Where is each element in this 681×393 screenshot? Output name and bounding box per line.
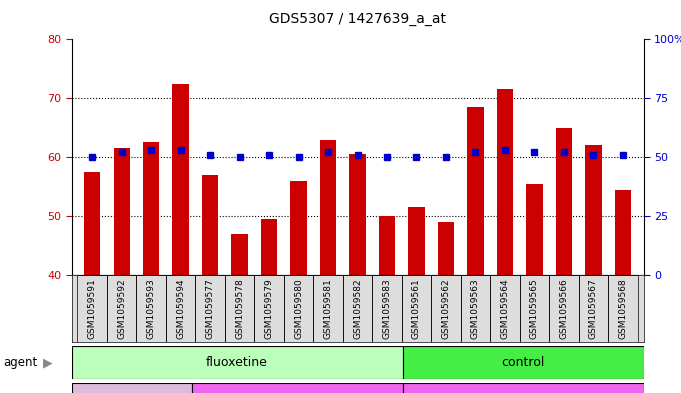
Text: GSM1059567: GSM1059567 (589, 278, 598, 339)
Text: GSM1059583: GSM1059583 (383, 278, 392, 339)
Bar (579, 275, 608, 342)
Bar (284, 275, 313, 342)
Bar (343, 275, 373, 342)
Bar (136, 275, 166, 342)
Bar (373, 275, 402, 342)
Text: fluoxetine: fluoxetine (206, 356, 268, 369)
Text: GSM1059565: GSM1059565 (530, 278, 539, 339)
Bar (225, 275, 254, 342)
Bar (585, 145, 601, 275)
Text: GSM1059592: GSM1059592 (117, 278, 126, 339)
Bar (497, 89, 513, 275)
Bar (84, 172, 100, 275)
Bar (402, 346, 644, 379)
Bar (114, 148, 130, 275)
Bar (192, 383, 402, 393)
Bar (467, 107, 484, 275)
Bar (402, 383, 644, 393)
Text: GSM1059561: GSM1059561 (412, 278, 421, 339)
Bar (615, 189, 631, 275)
Bar (78, 275, 107, 342)
Text: GSM1059593: GSM1059593 (146, 278, 156, 339)
Text: GSM1059580: GSM1059580 (294, 278, 303, 339)
Bar (195, 275, 225, 342)
Bar (72, 346, 402, 379)
Text: GSM1059568: GSM1059568 (618, 278, 627, 339)
Bar (320, 140, 336, 275)
Text: control: control (501, 356, 545, 369)
Bar (107, 275, 136, 342)
Bar (313, 275, 343, 342)
Bar (166, 275, 195, 342)
Text: GSM1059564: GSM1059564 (501, 278, 509, 339)
Bar (254, 275, 284, 342)
Bar (402, 275, 431, 342)
Text: GSM1059577: GSM1059577 (206, 278, 215, 339)
Bar (261, 219, 277, 275)
Bar (526, 184, 543, 275)
Text: GSM1059582: GSM1059582 (353, 278, 362, 339)
Bar (143, 142, 159, 275)
Text: GSM1059581: GSM1059581 (323, 278, 332, 339)
Bar (608, 275, 637, 342)
Text: GDS5307 / 1427639_a_at: GDS5307 / 1427639_a_at (269, 12, 446, 26)
Bar (520, 275, 549, 342)
Text: GSM1059562: GSM1059562 (441, 278, 451, 339)
Bar (549, 275, 579, 342)
Text: GSM1059591: GSM1059591 (88, 278, 97, 339)
Text: GSM1059579: GSM1059579 (264, 278, 274, 339)
Bar (431, 275, 461, 342)
Bar (232, 234, 248, 275)
Bar (556, 128, 572, 275)
Bar (349, 154, 366, 275)
Text: GSM1059578: GSM1059578 (235, 278, 244, 339)
Bar (202, 175, 218, 275)
Text: GSM1059594: GSM1059594 (176, 278, 185, 339)
Bar (379, 216, 395, 275)
Bar (461, 275, 490, 342)
Text: GSM1059566: GSM1059566 (559, 278, 569, 339)
Bar (409, 207, 425, 275)
Bar (172, 83, 189, 275)
Bar (72, 383, 192, 393)
Text: agent: agent (3, 356, 37, 369)
Bar (490, 275, 520, 342)
Text: ▶: ▶ (43, 356, 52, 369)
Bar (438, 222, 454, 275)
Text: GSM1059563: GSM1059563 (471, 278, 480, 339)
Bar (290, 181, 306, 275)
